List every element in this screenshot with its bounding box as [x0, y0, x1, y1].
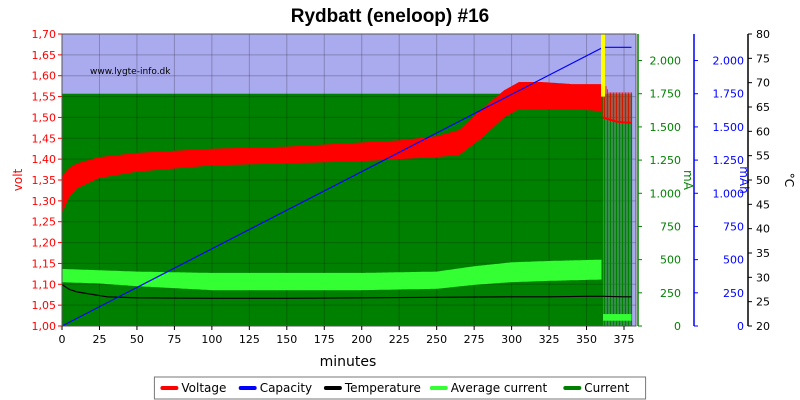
volt-tick-label: 1,15 [32, 257, 57, 270]
ma-tick-label: 750 [660, 220, 681, 233]
volt-tick-label: 1,05 [32, 299, 57, 312]
x-tick-label: 275 [464, 333, 485, 346]
volt-tick-label: 1,10 [32, 278, 57, 291]
temp-axis-title: °C [782, 173, 796, 187]
ma-tick-label: 1.000 [650, 187, 682, 200]
volt-tick-label: 1,65 [32, 49, 57, 62]
plot-background-current [62, 93, 604, 327]
x-tick-label: 300 [501, 333, 522, 346]
temp-tick-label: 30 [756, 271, 770, 284]
x-axis-title: minutes [320, 354, 377, 370]
mah-tick-label: 500 [723, 254, 744, 267]
x-tick-label: 25 [92, 333, 106, 346]
mah-tick-label: 2.000 [713, 55, 745, 68]
mah-tick-label: 0 [737, 320, 744, 333]
volt-tick-label: 1,40 [32, 153, 57, 166]
x-tick-label: 325 [539, 333, 560, 346]
x-tick-label: 150 [276, 333, 297, 346]
ma-tick-label: 500 [660, 254, 681, 267]
x-tick-label: 200 [351, 333, 372, 346]
legend-label: Temperature [344, 381, 421, 395]
mah-tick-label: 1.000 [713, 187, 745, 200]
ma-tick-label: 1.250 [650, 154, 682, 167]
legend-label: Voltage [181, 381, 226, 395]
mah-tick-label: 750 [723, 220, 744, 233]
volt-tick-label: 1,70 [32, 28, 57, 41]
ma-tick-label: 0 [674, 320, 681, 333]
ma-tick-label: 1.500 [650, 121, 682, 134]
volt-tick-label: 1,45 [32, 132, 57, 145]
average-current-after [603, 314, 632, 321]
temp-tick-label: 50 [756, 174, 770, 187]
x-tick-label: 375 [614, 333, 635, 346]
x-tick-label: 100 [201, 333, 222, 346]
temp-tick-label: 25 [756, 296, 770, 309]
volt-tick-label: 1,55 [32, 91, 57, 104]
voltage-after-trace [602, 116, 632, 124]
watermark: www.lygte-info.dk [90, 67, 171, 77]
temp-tick-label: 20 [756, 320, 770, 333]
volt-tick-label: 1,20 [32, 237, 57, 250]
volt-axis-title: volt [11, 168, 25, 191]
legend-label: Current [584, 381, 629, 395]
volt-tick-label: 1,50 [32, 111, 57, 124]
x-tick-label: 75 [167, 333, 181, 346]
volt-tick-label: 1,35 [32, 174, 57, 187]
mah-tick-label: 1.500 [713, 121, 745, 134]
plot-area [61, 33, 636, 327]
temp-tick-label: 40 [756, 223, 770, 236]
x-tick-label: 0 [59, 333, 66, 346]
temp-tick-label: 45 [756, 198, 770, 211]
mah-tick-label: 250 [723, 287, 744, 300]
temp-tick-label: 65 [756, 101, 770, 114]
volt-tick-label: 1,25 [32, 216, 57, 229]
temp-tick-label: 55 [756, 150, 770, 163]
axes: 0 25 50 75 100 125 150 175 200 225 250 275 300 325 350… [11, 28, 796, 346]
temp-tick-label: 70 [756, 77, 770, 90]
legend-box [153, 376, 647, 400]
x-tick-label: 225 [389, 333, 410, 346]
voltage-band [62, 82, 602, 214]
ma-axis-title: mA [681, 170, 695, 191]
average-current-band [62, 259, 602, 291]
ma-tick-label: 1.750 [650, 88, 682, 101]
x-tick-label: 350 [576, 333, 597, 346]
x-tick-label: 250 [426, 333, 447, 346]
x-tick-label: 175 [314, 333, 335, 346]
volt-tick-label: 1,00 [32, 320, 57, 333]
temp-tick-label: 35 [756, 247, 770, 260]
legend-label: Average current [451, 381, 548, 395]
temp-tick-label: 60 [756, 125, 770, 138]
temp-tick-label: 75 [756, 52, 770, 65]
x-tick-label: 125 [239, 333, 260, 346]
ma-tick-label: 250 [660, 287, 681, 300]
chart-title: Rydbatt (eneloop) #16 [291, 6, 489, 27]
temperature-line [61, 284, 632, 299]
volt-tick-label: 1,60 [32, 70, 57, 83]
legend: Voltage Capacity Temperature Average curren… [153, 376, 647, 400]
mah-tick-label: 1.250 [713, 154, 745, 167]
volt-tick-label: 1,30 [32, 195, 57, 208]
ma-tick-label: 2.000 [650, 55, 682, 68]
legend-label: Capacity [260, 381, 312, 395]
temp-tick-label: 80 [756, 28, 770, 41]
mah-tick-label: 1.750 [713, 88, 745, 101]
x-tick-label: 50 [130, 333, 144, 346]
